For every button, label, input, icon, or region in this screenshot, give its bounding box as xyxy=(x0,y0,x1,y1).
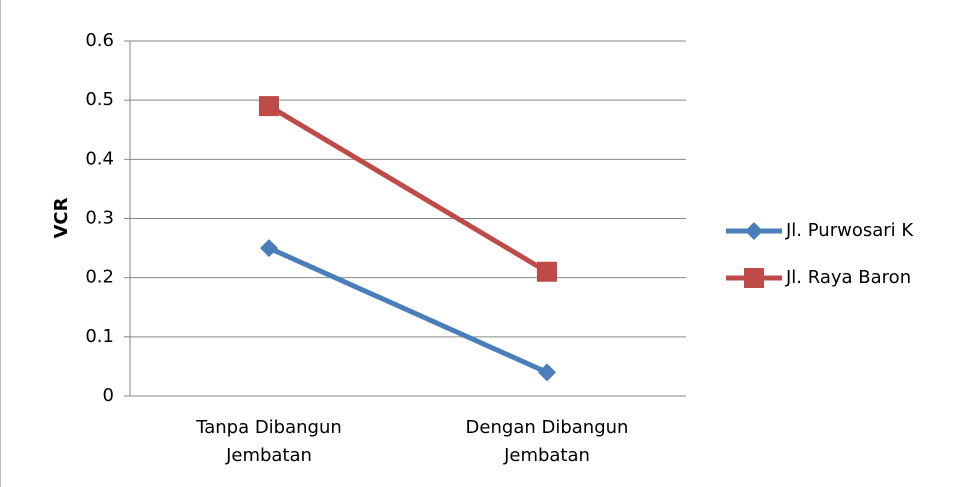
legend-label: Jl. Raya Baron xyxy=(785,267,911,288)
data-point xyxy=(537,261,557,282)
y-tick-label: 0 xyxy=(103,385,114,406)
legend-label: Jl. Purwosari K xyxy=(785,220,914,241)
y-tick-label: 0.6 xyxy=(85,30,114,51)
y-tick-label: 0.4 xyxy=(85,148,114,169)
data-point xyxy=(260,239,278,258)
y-tick-label: 0.2 xyxy=(85,267,114,288)
y-axis-label: VCR xyxy=(51,197,72,238)
legend-marker xyxy=(744,268,764,288)
y-tick-label: 0.3 xyxy=(85,208,114,229)
series-line xyxy=(267,103,549,274)
x-tick-label: Tanpa Dibangun Jembatan xyxy=(196,417,342,466)
x-tick-label: Dengan Dibangun Jembatan xyxy=(465,417,629,466)
y-tick-label: 0.5 xyxy=(85,89,114,110)
series-line xyxy=(267,245,549,375)
data-point xyxy=(259,96,279,117)
legend-marker xyxy=(745,222,763,240)
y-tick-label: 0.1 xyxy=(85,326,114,347)
data-point xyxy=(538,363,556,382)
